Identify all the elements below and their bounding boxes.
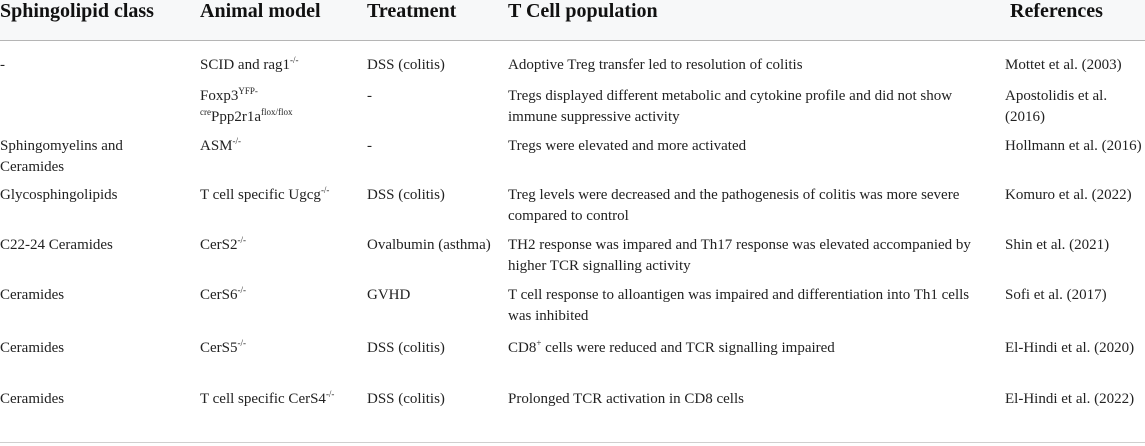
cell-reference: El-Hindi et al. (2022) (1005, 391, 1135, 407)
cell-treatment: GVHD (367, 287, 411, 303)
cell-treatment: Ovalbumin (asthma) (367, 237, 491, 253)
cell-reference: Mottet et al. (2003) (1005, 57, 1122, 73)
cell-population: Tregs were elevated and more activated (508, 138, 747, 154)
cell-reference: El-Hindi et al. (2020) (1005, 340, 1135, 356)
table-bottom-rule (0, 442, 1145, 443)
cell-class: - (0, 57, 5, 73)
cell-treatment: DSS (colitis) (367, 391, 445, 407)
cell-animal-model: CerS2-/- (200, 235, 246, 254)
header-sphingolipid-class: Sphingolipid class (0, 0, 154, 22)
cell-class: Sphingomyelins and Ceramides (0, 138, 123, 175)
cell-treatment: - (367, 88, 372, 104)
header-references: References (1010, 0, 1103, 22)
header-treatment: Treatment (367, 0, 457, 22)
cell-population: Treg levels were decreased and the patho… (508, 187, 960, 224)
table-header: Sphingolipid class Animal model Treatmen… (0, 0, 1145, 41)
cell-treatment: DSS (colitis) (367, 57, 445, 73)
cell-class: Ceramides (0, 340, 65, 356)
cell-reference: Shin et al. (2021) (1005, 237, 1110, 253)
cell-reference: Sofi et al. (2017) (1005, 287, 1107, 303)
cell-animal-model: T cell specific CerS4-/- (200, 389, 335, 408)
cell-animal-model: T cell specific Ugcg-/- (200, 185, 330, 204)
cell-reference: Komuro et al. (2022) (1005, 187, 1132, 203)
cell-class: Ceramides (0, 287, 65, 303)
cell-reference: Hollmann et al. (2016) (1005, 138, 1142, 154)
cell-treatment: - (367, 138, 372, 154)
cell-class: Ceramides (0, 391, 65, 407)
cell-class: Glycosphingolipids (0, 187, 118, 203)
cell-treatment: DSS (colitis) (367, 340, 445, 356)
cell-animal-model: CerS5-/- (200, 338, 246, 357)
cell-animal-model: Foxp3YFP- crePpp2r1aflox/flox (200, 86, 293, 125)
header-t-cell-population: T Cell population (508, 0, 658, 22)
cell-animal-model: ASM-/- (200, 136, 242, 155)
cell-class: C22-24 Ceramides (0, 237, 113, 253)
cell-population: Prolonged TCR activation in CD8 cells (508, 391, 744, 407)
cell-population: TH2 response was impared and Th17 respon… (508, 237, 971, 274)
cell-population: Adoptive Treg transfer led to resolution… (508, 57, 803, 73)
cell-population: T cell response to alloantigen was impai… (508, 287, 970, 324)
cell-population: CD8+ cells were reduced and TCR signalli… (508, 338, 835, 357)
cell-animal-model: SCID and rag1-/- (200, 55, 299, 74)
cell-animal-model: CerS6-/- (200, 285, 246, 304)
cell-treatment: DSS (colitis) (367, 187, 445, 203)
cell-population: Tregs displayed different metabolic and … (508, 88, 953, 125)
header-animal-model: Animal model (200, 0, 321, 22)
cell-reference: Apostolidis et al. (2016) (1005, 88, 1108, 125)
